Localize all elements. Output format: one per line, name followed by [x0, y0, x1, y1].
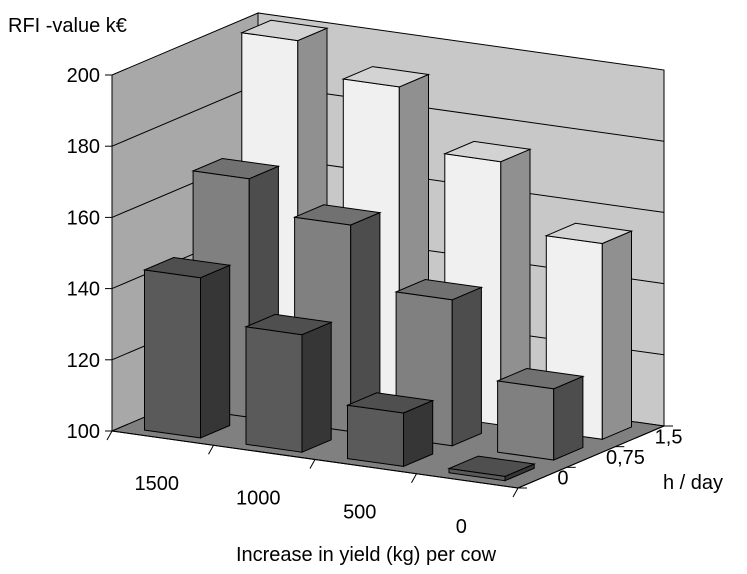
bar-top	[292, 204, 382, 226]
bar-0-1500	[142, 256, 232, 439]
x-axis-label: Increase in yield (kg) per cow	[236, 544, 497, 566]
bar-front	[347, 404, 404, 467]
y-tick-label: 100	[67, 421, 100, 443]
x-tick-label: 1000	[236, 487, 281, 509]
bar-top	[495, 367, 585, 390]
bar-front	[497, 380, 555, 461]
y-tick-label: 120	[67, 350, 100, 372]
x-tick-mark	[309, 459, 316, 469]
bar-side	[553, 375, 584, 461]
bar-0-0	[447, 455, 537, 482]
bar-side	[451, 286, 482, 447]
x-tick-mark	[411, 473, 417, 483]
bar-side	[200, 264, 231, 439]
bar-top	[544, 222, 634, 245]
bar-top	[345, 392, 435, 414]
bar-front	[245, 326, 303, 453]
y-tick-label: 140	[67, 279, 100, 301]
depth-tick-label: 0	[557, 468, 568, 490]
bar-top	[239, 19, 329, 42]
x-tick-mark	[106, 430, 113, 441]
bar-0,75-0	[495, 367, 585, 461]
bar-top	[394, 278, 484, 301]
bar-top	[447, 455, 537, 477]
depth-tick-label: 0,75	[606, 447, 645, 469]
depth-axis-label: h / day	[663, 472, 723, 494]
bars	[142, 19, 634, 482]
bar-top	[341, 66, 431, 88]
depth-tick-label: 1,5	[655, 426, 683, 448]
x-tick-mark	[512, 487, 519, 498]
y-tick-label: 180	[67, 136, 100, 158]
tick-labels: 100 120 140 160 180 200 1500 1000 500 0 0 0,75 1,5	[67, 65, 683, 538]
y-tick-label: 160	[67, 207, 100, 229]
x-tick-label: 500	[343, 502, 376, 524]
axes	[105, 74, 673, 498]
bar-top	[191, 157, 281, 180]
bar-front	[144, 269, 201, 439]
x-tick-mark	[208, 445, 214, 455]
bar-top	[142, 256, 232, 279]
bar-0-500	[345, 392, 435, 468]
x-tick-label: 1500	[135, 473, 180, 495]
x-tick-label: 0	[456, 516, 467, 538]
bar-top	[244, 313, 334, 336]
bar-side	[601, 230, 632, 441]
bar-0-1000	[244, 313, 334, 453]
bar-top	[442, 140, 532, 163]
bar-side	[301, 321, 332, 453]
y-axis-label: RFI -value k€	[8, 15, 127, 37]
y-tick-label: 200	[67, 65, 100, 87]
depth-axis-line	[517, 425, 665, 489]
